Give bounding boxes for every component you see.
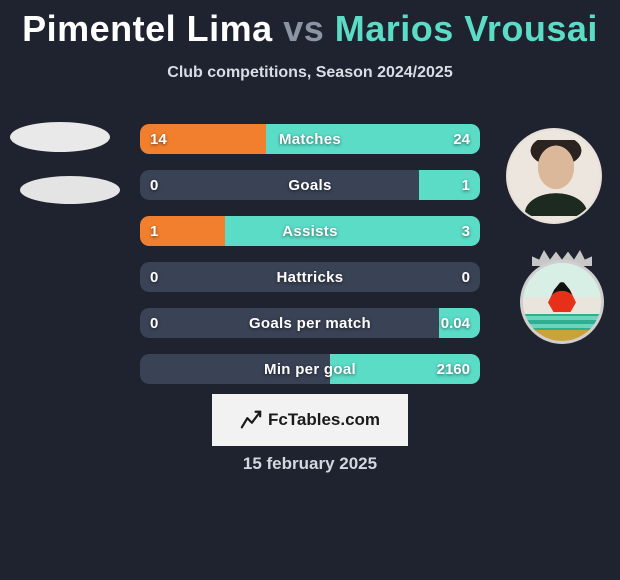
- brand-badge: FcTables.com: [212, 394, 408, 446]
- stat-row: 2160Min per goal: [140, 354, 480, 384]
- player2-avatar: [506, 128, 602, 224]
- stat-row: 1424Matches: [140, 124, 480, 154]
- player1-avatar-placeholder: [10, 122, 110, 152]
- player1-name: Pimentel Lima: [22, 8, 273, 49]
- stat-label: Min per goal: [140, 354, 480, 384]
- stat-label: Matches: [140, 124, 480, 154]
- player2-name: Marios Vrousai: [335, 8, 598, 49]
- stat-row: 13Assists: [140, 216, 480, 246]
- stat-label: Goals: [140, 170, 480, 200]
- comparison-title: Pimentel Lima vs Marios Vrousai: [0, 0, 620, 50]
- date-label: 15 february 2025: [0, 454, 620, 474]
- vs-separator: vs: [283, 8, 324, 49]
- stat-row: 01Goals: [140, 170, 480, 200]
- stat-bars-container: 1424Matches 01Goals 13Assists 00Hattricks 00…: [140, 124, 480, 400]
- crest-icon: [520, 260, 604, 344]
- stat-row: 00Hattricks: [140, 262, 480, 292]
- subtitle: Club competitions, Season 2024/2025: [0, 64, 620, 82]
- brand-chart-icon: [240, 409, 262, 431]
- player2-club-crest: [512, 256, 612, 348]
- stat-label: Hattricks: [140, 262, 480, 292]
- stat-row: 00.04Goals per match: [140, 308, 480, 338]
- stat-label: Assists: [140, 216, 480, 246]
- player1-club-placeholder: [20, 176, 120, 204]
- brand-label: FcTables.com: [268, 410, 380, 430]
- stat-label: Goals per match: [140, 308, 480, 338]
